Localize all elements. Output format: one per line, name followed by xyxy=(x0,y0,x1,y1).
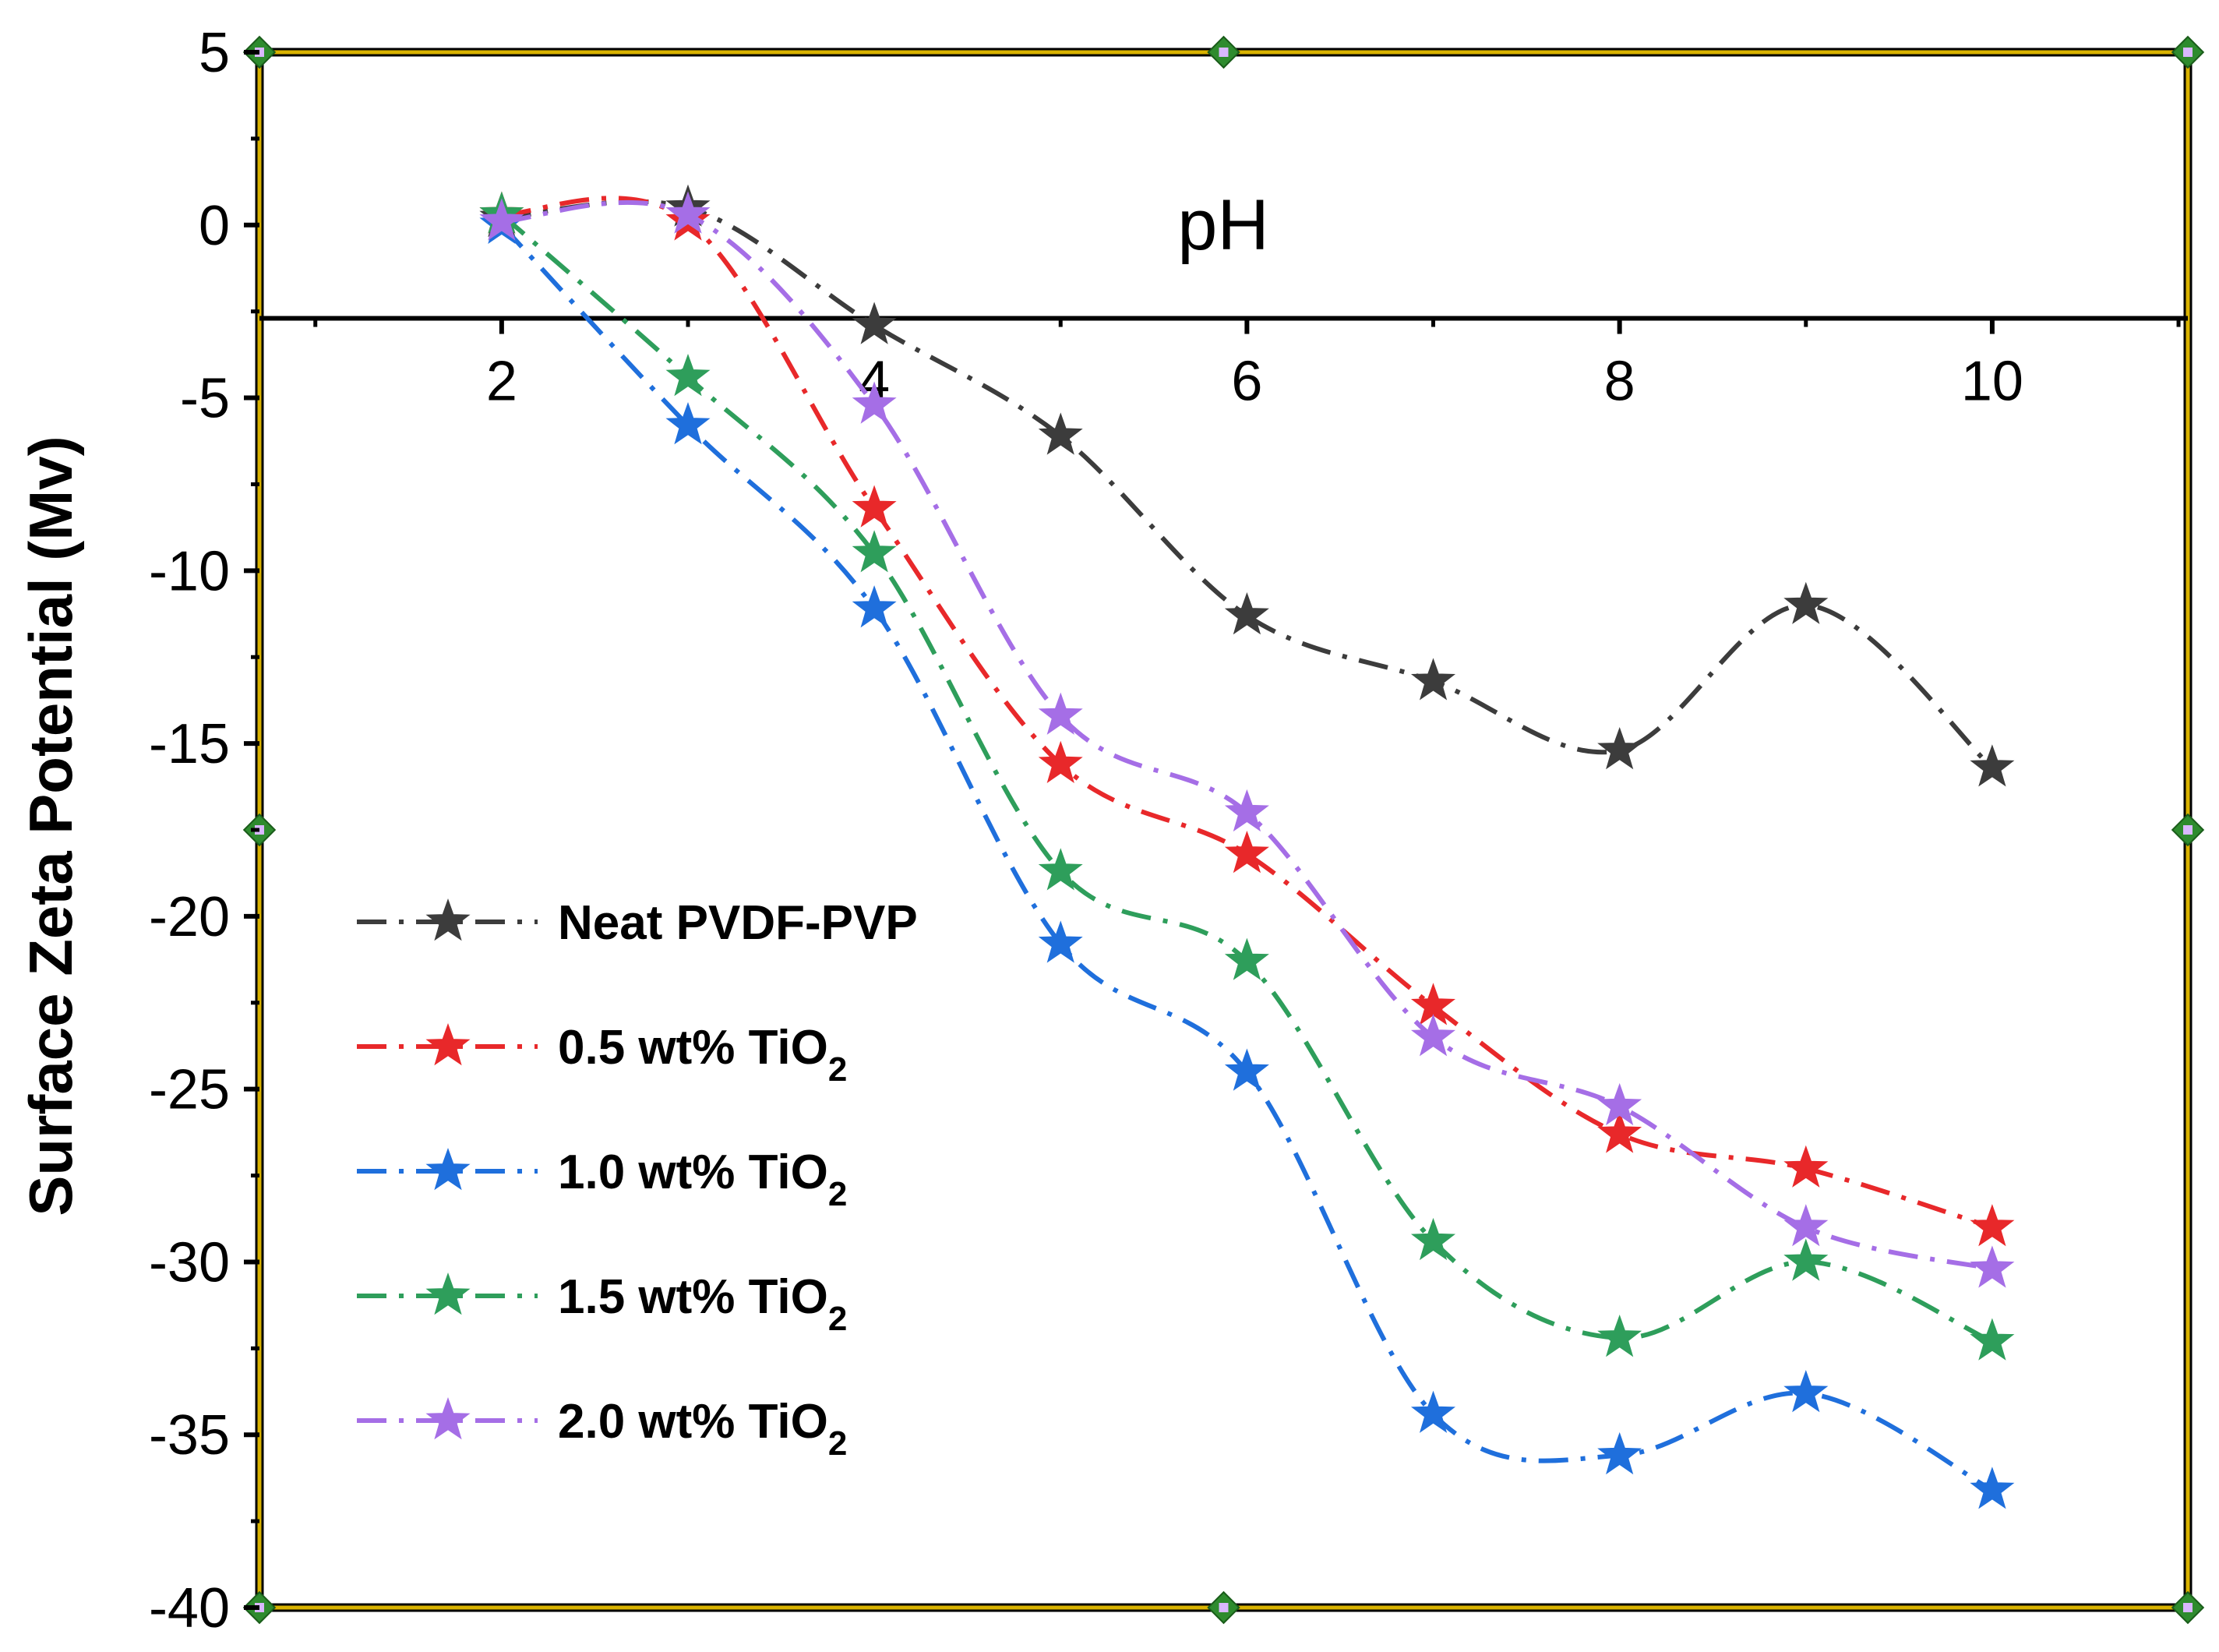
plot-frame xyxy=(242,35,2205,1625)
legend-item-4: 1.5 wt% TiO2 xyxy=(357,1270,847,1338)
legend-label-sub: 2 xyxy=(828,1424,847,1463)
data-point-star xyxy=(852,381,897,424)
series-layer xyxy=(479,184,2015,1509)
series-line-3 xyxy=(499,223,1994,1492)
legend-label-sub: 2 xyxy=(828,1050,847,1089)
data-point-star xyxy=(1597,1315,1642,1357)
data-point-star xyxy=(852,530,897,573)
data-point-star xyxy=(1224,937,1269,980)
series-3 xyxy=(479,201,2015,1509)
x-axis: 246810 xyxy=(259,316,2188,413)
series-line-5 xyxy=(501,199,1993,1272)
y-tick-label: -35 xyxy=(149,1404,230,1467)
series-line-2 xyxy=(501,196,1993,1230)
legend-item-3: 1.0 wt% TiO2 xyxy=(357,1145,847,1213)
data-point-star xyxy=(1970,1467,2015,1509)
legend-star-marker xyxy=(425,1023,471,1066)
data-point-star xyxy=(1597,1431,1642,1475)
legend-label: 1.5 wt% TiO2 xyxy=(558,1270,847,1338)
frame-handle-center-8 xyxy=(2183,1603,2193,1612)
data-point-star xyxy=(1410,1217,1456,1261)
legend-item-5: 2.0 wt% TiO2 xyxy=(357,1395,847,1463)
data-point-star xyxy=(1970,1318,2015,1361)
data-point-star xyxy=(1783,1204,1829,1247)
data-point-star xyxy=(1970,1204,2015,1247)
data-point-star xyxy=(1224,789,1269,832)
y-tick-label: -15 xyxy=(149,713,230,775)
data-point-star xyxy=(1038,920,1083,963)
legend-label: 0.5 wt% TiO2 xyxy=(558,1021,847,1089)
y-tick-label: -20 xyxy=(149,886,230,948)
y-tick-label: 5 xyxy=(199,22,230,84)
legend-item-1: Neat PVDF-PVP xyxy=(357,896,918,950)
data-point-star xyxy=(1224,831,1269,874)
legend-label-main: 2.0 wt% TiO xyxy=(558,1395,828,1449)
legend-label: 1.0 wt% TiO2 xyxy=(558,1145,847,1213)
legend-label: Neat PVDF-PVP xyxy=(558,896,918,950)
data-point-star xyxy=(1038,412,1083,455)
x-tick-label: 6 xyxy=(1231,351,1262,413)
data-point-star xyxy=(1597,1110,1642,1153)
data-point-star xyxy=(1410,1390,1456,1433)
data-point-star xyxy=(665,353,711,397)
data-point-star xyxy=(1783,1238,1829,1281)
series-1 xyxy=(479,184,2015,787)
legend-label-main: 1.5 wt% TiO xyxy=(558,1270,828,1324)
legend-label-main: 1.0 wt% TiO xyxy=(558,1145,828,1199)
y-tick-label: -40 xyxy=(149,1577,230,1640)
legend-star-marker xyxy=(425,1148,471,1191)
data-point-star xyxy=(1597,727,1642,770)
legend-label: 2.0 wt% TiO2 xyxy=(558,1395,847,1463)
data-point-star xyxy=(1597,1082,1642,1126)
y-tick-label: 0 xyxy=(199,195,230,257)
data-point-star xyxy=(665,191,711,234)
y-tick-label: -25 xyxy=(149,1059,230,1121)
legend-star-marker xyxy=(425,1397,471,1440)
data-point-star xyxy=(1970,1245,2015,1288)
data-point-star xyxy=(1970,744,2015,787)
data-point-star xyxy=(1783,1145,1829,1188)
plot-border-inner xyxy=(257,50,2190,1610)
data-point-star xyxy=(1224,1048,1269,1091)
legend-label-main: Neat PVDF-PVP xyxy=(558,896,918,950)
frame-handle-center-7 xyxy=(1219,1603,1229,1612)
data-point-star xyxy=(1410,1014,1456,1057)
frame-handle-center-3 xyxy=(2183,48,2193,57)
legend-item-2: 0.5 wt% TiO2 xyxy=(357,1021,847,1089)
legend-label-sub: 2 xyxy=(828,1175,847,1213)
data-point-star xyxy=(1783,1370,1829,1413)
series-line-1 xyxy=(501,199,1994,770)
frame-handle-center-5 xyxy=(2183,825,2193,835)
x-tick-label: 8 xyxy=(1604,351,1635,413)
frame-handle-center-2 xyxy=(1219,48,1229,57)
y-tick-label: -5 xyxy=(180,368,230,430)
y-tick-label: -10 xyxy=(149,540,230,602)
data-point-star xyxy=(852,302,897,344)
data-point-star xyxy=(1783,581,1829,624)
data-point-star xyxy=(1038,848,1083,891)
legend-star-marker xyxy=(425,898,471,941)
plot-border-outer xyxy=(255,48,2193,1612)
legend-star-marker xyxy=(425,1273,471,1315)
y-axis: 5 0 -5 -10 -15 -20 -25 -30 -35 -40 xyxy=(149,22,259,1640)
x-axis-title: pH xyxy=(1177,185,1269,265)
data-point-star xyxy=(1224,592,1269,635)
legend-label-main: 0.5 wt% TiO xyxy=(558,1021,828,1075)
data-point-star xyxy=(665,402,711,445)
data-point-star xyxy=(479,198,524,241)
y-tick-label: -30 xyxy=(149,1231,230,1294)
x-tick-label: 10 xyxy=(1961,351,2023,413)
data-point-star xyxy=(1038,692,1083,735)
data-point-star xyxy=(852,585,897,628)
data-point-star xyxy=(852,485,897,528)
x-tick-label: 2 xyxy=(486,351,517,413)
y-axis-title: Surface Zeta Potential (Mv) xyxy=(16,436,85,1216)
data-point-star xyxy=(1038,740,1083,784)
data-point-star xyxy=(1410,658,1456,701)
legend-label-sub: 2 xyxy=(828,1300,847,1338)
series-5 xyxy=(479,191,2015,1288)
